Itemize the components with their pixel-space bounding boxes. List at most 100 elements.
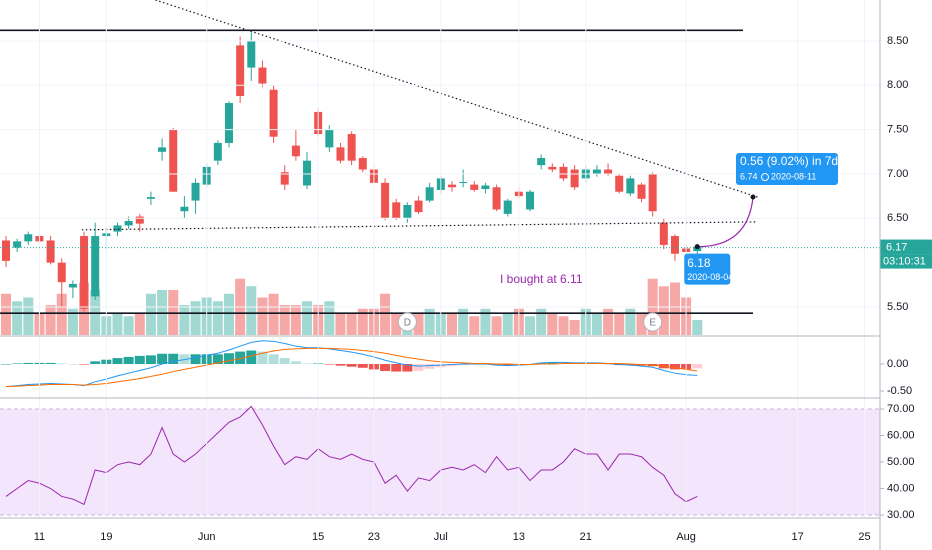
macd-hist-bar xyxy=(391,364,402,372)
candle-body xyxy=(169,129,178,192)
volume-bar xyxy=(223,293,234,335)
volume-bar xyxy=(525,316,536,335)
macd-hist-bar xyxy=(179,354,190,365)
volume-bar xyxy=(23,297,34,335)
clock-icon xyxy=(761,173,770,182)
candle-body xyxy=(124,220,133,226)
volume-bar xyxy=(179,305,190,335)
volume-bar xyxy=(380,293,391,335)
candle-body xyxy=(46,240,55,263)
candle-body xyxy=(548,166,557,170)
candle-body xyxy=(570,169,579,188)
macd-hist-bar xyxy=(669,364,680,370)
volume-bar xyxy=(558,316,569,335)
volume-bar xyxy=(346,312,357,335)
macd-hist-bar xyxy=(290,361,301,365)
volume-bar xyxy=(45,305,56,335)
macd-hist-bar xyxy=(380,364,391,372)
candle-body xyxy=(559,166,568,179)
volume-bar xyxy=(536,308,547,335)
volume-bar xyxy=(357,308,368,335)
macd-hist-bar xyxy=(190,354,201,365)
x-tick-label: Jun xyxy=(198,531,216,543)
note: I bought at 6.11 xyxy=(500,272,583,286)
projection-start xyxy=(694,244,700,250)
volume-bar xyxy=(279,305,290,335)
rsi-tick-label: 50.00 xyxy=(887,456,915,468)
macd-line xyxy=(5,340,698,388)
macd-hist-bar xyxy=(134,355,145,365)
volume-bar xyxy=(625,308,636,335)
volume-bar xyxy=(112,312,123,335)
y-tick-label: 5.50 xyxy=(887,301,908,313)
volume-bar xyxy=(603,308,614,335)
candle-body xyxy=(403,205,412,219)
projection-arrow xyxy=(697,196,754,248)
macd-hist-bar xyxy=(446,364,457,367)
candle-body xyxy=(537,158,546,166)
volume-bar xyxy=(424,308,435,335)
macd-hist-bar xyxy=(12,363,23,365)
volume-bar xyxy=(145,293,156,335)
macd-hist-bar xyxy=(90,361,101,365)
volume-bar xyxy=(692,320,703,335)
rsi-line xyxy=(5,405,698,506)
signal-line xyxy=(5,347,698,388)
candle-body xyxy=(113,225,122,232)
candle-body xyxy=(503,200,512,214)
candle-body xyxy=(659,222,668,245)
x-tick-label: Aug xyxy=(676,531,696,543)
macd-hist-bar xyxy=(357,364,368,368)
projection-summary: 0.56 (9.02%) in 7d xyxy=(740,154,838,168)
y-tick-label: 7.50 xyxy=(887,124,908,136)
trend-line xyxy=(155,0,758,198)
candle-body xyxy=(425,187,434,201)
candle-body xyxy=(347,134,356,161)
volume-bar xyxy=(212,301,223,335)
macd-hist-bar xyxy=(424,364,435,369)
volume-bar xyxy=(413,312,424,335)
candle-body xyxy=(191,182,200,201)
x-tick-label: 13 xyxy=(513,531,525,543)
countdown-label: 03:10:31 xyxy=(883,255,926,267)
volume-bar xyxy=(268,293,279,335)
macd-hist-bar xyxy=(67,364,78,365)
candle-body xyxy=(592,169,601,174)
rsi-tick-label: 40.00 xyxy=(887,482,915,494)
event-label: E xyxy=(649,318,656,329)
candle-body xyxy=(80,236,89,309)
macd-hist-bar xyxy=(413,364,424,372)
macd-hist-bar xyxy=(335,364,346,366)
candle-body xyxy=(158,147,167,152)
candle-body xyxy=(637,184,646,199)
candle-body xyxy=(604,169,613,174)
candle-body xyxy=(392,202,401,219)
x-tick-label: 15 xyxy=(312,531,324,543)
candle-body xyxy=(258,67,267,84)
candle-body xyxy=(358,158,367,170)
macd-hist-bar xyxy=(324,364,335,365)
volume-bar xyxy=(56,293,67,335)
macd-hist-bar xyxy=(302,363,313,365)
x-tick-label: 17 xyxy=(791,531,803,543)
volume-bar xyxy=(636,312,647,335)
macd-hist-bar xyxy=(502,364,513,366)
volume-bar xyxy=(669,282,680,335)
volume-bar xyxy=(591,312,602,335)
volume-bar xyxy=(391,312,402,335)
macd-hist-bar xyxy=(246,350,257,365)
candle-body xyxy=(1,240,10,261)
macd-hist-bar xyxy=(458,364,469,366)
candle-body xyxy=(615,175,624,192)
candle-body xyxy=(459,181,468,183)
candle-body xyxy=(280,172,289,185)
volume-bar xyxy=(134,312,145,335)
x-tick-label: 11 xyxy=(34,531,45,543)
macd-hist-bar xyxy=(346,364,357,367)
macd-tick-label: -0.50 xyxy=(887,385,912,397)
candle-body xyxy=(492,187,501,210)
volume-bar xyxy=(324,301,335,335)
macd-hist-bar xyxy=(491,364,502,366)
x-tick-label: 19 xyxy=(100,531,112,543)
rsi-tick-label: 30.00 xyxy=(887,509,915,521)
